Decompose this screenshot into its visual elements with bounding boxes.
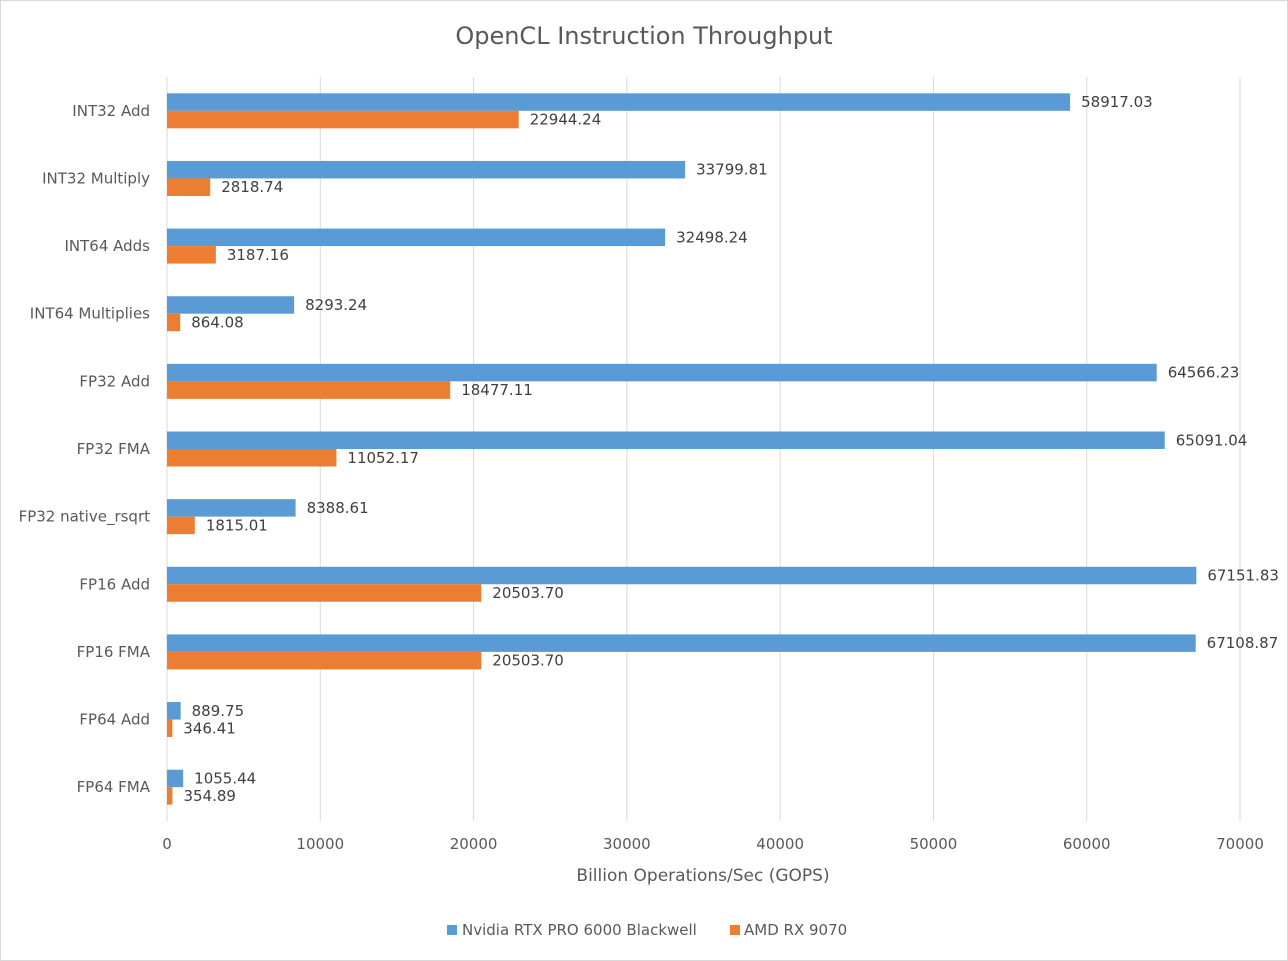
chart-title: OpenCL Instruction Throughput bbox=[455, 22, 832, 50]
category-label: FP32 FMA bbox=[77, 440, 151, 458]
bar-nvidia bbox=[167, 769, 184, 788]
data-label: 346.41 bbox=[183, 719, 236, 737]
data-label: 8388.61 bbox=[307, 499, 369, 517]
bar-nvidia bbox=[167, 296, 295, 314]
bar-nvidia bbox=[167, 363, 1157, 382]
x-tick-label: 60000 bbox=[1063, 835, 1111, 853]
bar-amd bbox=[167, 246, 216, 264]
legend-swatch bbox=[730, 925, 740, 935]
bar-amd bbox=[167, 449, 337, 467]
data-label: 354.89 bbox=[183, 787, 236, 805]
bar-nvidia bbox=[167, 702, 181, 720]
data-label: 20503.70 bbox=[492, 652, 564, 670]
bar-nvidia bbox=[167, 566, 1197, 585]
bar-nvidia bbox=[167, 499, 296, 517]
x-tick-label: 10000 bbox=[296, 835, 344, 853]
data-label: 67151.83 bbox=[1207, 567, 1279, 585]
data-label: 8293.24 bbox=[305, 296, 367, 314]
data-label: 22944.24 bbox=[530, 111, 602, 129]
category-labels: INT32 Add INT32 Multiply INT64 Adds INT64 M… bbox=[19, 102, 151, 796]
bar-nvidia bbox=[167, 431, 1165, 449]
data-label: 889.75 bbox=[192, 702, 245, 720]
x-tick-label: 50000 bbox=[910, 835, 958, 853]
bar-nvidia bbox=[167, 160, 686, 179]
bar-amd bbox=[167, 584, 482, 602]
bar-amd bbox=[167, 651, 482, 670]
data-label: 65091.04 bbox=[1176, 431, 1248, 449]
legend: Nvidia RTX PRO 6000 Blackwell AMD RX 9070 bbox=[447, 921, 847, 939]
bar-amd bbox=[167, 719, 173, 738]
category-label: FP32 Add bbox=[79, 372, 150, 390]
x-axis-title: Billion Operations/Sec (GOPS) bbox=[576, 866, 829, 886]
category-label: INT32 Multiply bbox=[42, 169, 150, 187]
bar-amd bbox=[167, 110, 519, 129]
bar-nvidia bbox=[167, 228, 666, 247]
bar-amd bbox=[167, 516, 195, 535]
data-label: 11052.17 bbox=[347, 449, 419, 467]
data-label: 2818.74 bbox=[221, 178, 283, 196]
bars bbox=[167, 93, 1197, 805]
bar-amd bbox=[167, 787, 173, 805]
bar-amd bbox=[167, 381, 451, 399]
legend-label: AMD RX 9070 bbox=[744, 921, 847, 939]
bar-amd bbox=[167, 178, 211, 196]
x-tick-labels: 0 10000 20000 30000 40000 50000 60000 70000 bbox=[162, 835, 1264, 853]
data-label: 64566.23 bbox=[1168, 364, 1240, 382]
category-label: FP16 Add bbox=[79, 575, 150, 593]
category-label: FP64 FMA bbox=[77, 778, 151, 796]
data-label: 1055.44 bbox=[194, 769, 256, 787]
category-label: FP64 Add bbox=[79, 711, 150, 729]
legend-swatch bbox=[447, 925, 457, 935]
category-label: FP32 native_rsqrt bbox=[19, 508, 151, 527]
data-label: 32498.24 bbox=[676, 228, 748, 246]
x-tick-label: 0 bbox=[162, 835, 172, 853]
data-label: 3187.16 bbox=[227, 246, 289, 264]
category-label: INT64 Multiplies bbox=[30, 305, 150, 323]
data-labels: 58917.03 22944.24 33799.81 2818.74 32498.24 3… bbox=[183, 93, 1279, 805]
data-label: 1815.01 bbox=[206, 516, 268, 534]
legend-label: Nvidia RTX PRO 6000 Blackwell bbox=[462, 921, 697, 939]
category-label: INT32 Add bbox=[72, 102, 150, 120]
bar-amd bbox=[167, 313, 181, 332]
data-label: 20503.70 bbox=[492, 584, 564, 602]
data-label: 58917.03 bbox=[1081, 93, 1153, 111]
data-label: 864.08 bbox=[191, 313, 244, 331]
data-label: 18477.11 bbox=[461, 381, 533, 399]
bar-nvidia bbox=[167, 634, 1196, 652]
category-label: FP16 FMA bbox=[77, 643, 151, 661]
data-label: 67108.87 bbox=[1207, 634, 1279, 652]
x-tick-label: 30000 bbox=[603, 835, 651, 853]
x-tick-label: 20000 bbox=[450, 835, 498, 853]
bar-nvidia bbox=[167, 93, 1071, 111]
category-label: INT64 Adds bbox=[64, 237, 150, 255]
x-tick-label: 40000 bbox=[756, 835, 804, 853]
data-label: 33799.81 bbox=[696, 161, 768, 179]
x-tick-label: 70000 bbox=[1216, 835, 1264, 853]
